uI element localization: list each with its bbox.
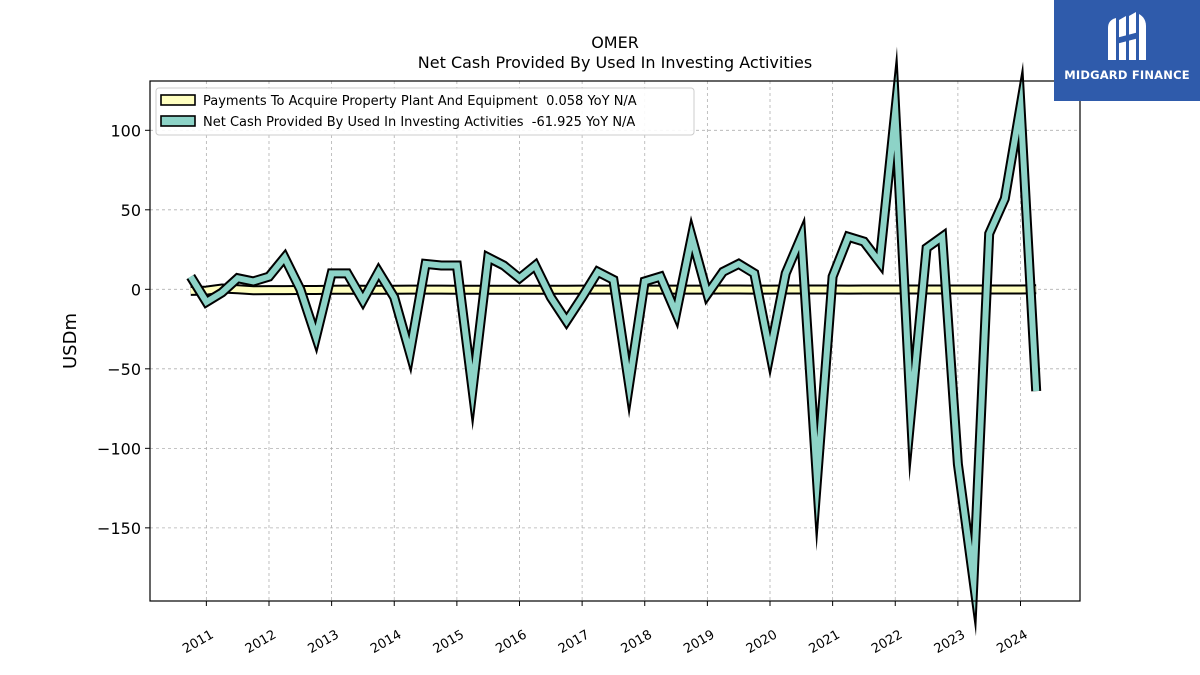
x-tick-label: 2023 (932, 627, 968, 657)
x-tick-label: 2016 (493, 627, 529, 657)
logo-text: MIDGARD FINANCE (1064, 68, 1190, 82)
logo-mark-icon (1108, 12, 1146, 60)
y-tick-label: −100 (97, 439, 141, 458)
legend-swatch-capex (160, 94, 196, 106)
chart-title: OMER (591, 33, 639, 52)
series-layer (186, 46, 1042, 637)
chart-subtitle: Net Cash Provided By Used In Investing A… (418, 53, 812, 72)
legend-label-capex: Payments To Acquire Property Plant And E… (203, 94, 637, 109)
x-tick-label: 2015 (431, 627, 467, 657)
legend-box (155, 87, 695, 136)
x-tick-label: 2020 (744, 627, 780, 657)
x-tick-label: 2012 (243, 627, 279, 657)
y-tick-label: 0 (131, 280, 141, 299)
legend-swatch-investing (160, 115, 196, 127)
plot-frame (149, 80, 1081, 602)
legend: Payments To Acquire Property Plant And E… (155, 87, 695, 136)
x-tick-label: 2021 (806, 627, 842, 657)
x-tick-label: 2017 (556, 627, 592, 657)
x-tick-label: 2011 (180, 627, 216, 657)
legend-label-investing: Net Cash Provided By Used In Investing A… (203, 115, 635, 130)
series-investing-line-fill (188, 72, 1040, 614)
midgard-finance-logo: MIDGARD FINANCE (1054, 0, 1200, 101)
y-tick-label: 100 (110, 121, 141, 140)
grid (150, 81, 1080, 601)
y-axis-label: USDm (60, 313, 81, 369)
y-axis: 100 50 0 −50 −100 −150 (97, 121, 150, 538)
y-tick-label: −50 (107, 360, 141, 379)
y-tick-label: −150 (97, 519, 141, 538)
x-tick-label: 2019 (681, 627, 717, 657)
x-tick-label: 2022 (869, 627, 905, 657)
x-tick-label: 2013 (305, 627, 341, 657)
y-tick-label: 50 (121, 201, 141, 220)
series-investing-line (186, 46, 1042, 637)
x-tick-label: 2014 (368, 627, 404, 657)
x-tick-label: 2024 (994, 627, 1030, 657)
x-tick-label: 2018 (619, 627, 655, 657)
x-axis: 2011 2012 2013 2014 2015 2016 2017 2018 2019 2020… (180, 601, 1031, 657)
